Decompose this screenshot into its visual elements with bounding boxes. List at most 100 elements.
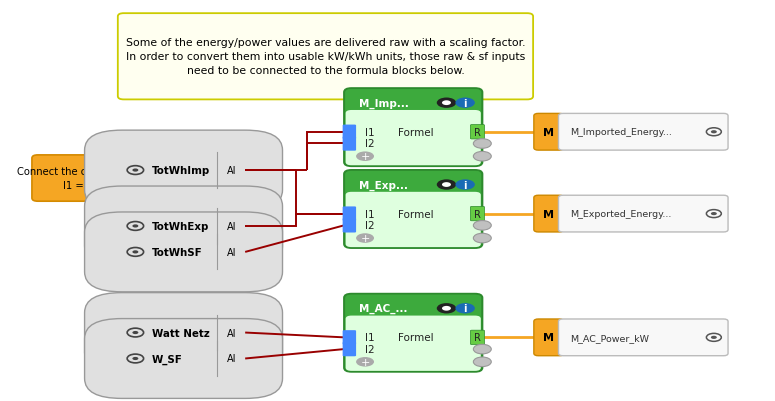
FancyBboxPatch shape bbox=[470, 330, 484, 345]
Text: i: i bbox=[463, 180, 467, 190]
Circle shape bbox=[356, 357, 374, 367]
Text: Connect the corresponding sensors,
I1 = RAW, I2 = SF: Connect the corresponding sensors, I1 = … bbox=[17, 166, 197, 191]
FancyBboxPatch shape bbox=[470, 125, 484, 140]
Circle shape bbox=[442, 101, 451, 106]
FancyBboxPatch shape bbox=[343, 207, 356, 221]
Circle shape bbox=[474, 140, 491, 149]
Text: I1: I1 bbox=[365, 209, 374, 219]
Text: R: R bbox=[474, 128, 481, 138]
Text: Formel: Formel bbox=[398, 128, 433, 138]
FancyBboxPatch shape bbox=[344, 294, 482, 372]
Text: M_Exported_Energy...: M_Exported_Energy... bbox=[570, 210, 672, 219]
Circle shape bbox=[456, 98, 475, 109]
FancyBboxPatch shape bbox=[353, 317, 474, 321]
Circle shape bbox=[442, 306, 451, 311]
FancyBboxPatch shape bbox=[346, 295, 480, 322]
Text: Watt Netz: Watt Netz bbox=[152, 328, 209, 338]
Circle shape bbox=[474, 152, 491, 162]
Text: M_Imp...: M_Imp... bbox=[359, 98, 409, 109]
Text: M: M bbox=[543, 209, 554, 219]
Text: AI: AI bbox=[227, 221, 236, 231]
FancyBboxPatch shape bbox=[346, 316, 480, 371]
FancyBboxPatch shape bbox=[343, 219, 356, 233]
FancyBboxPatch shape bbox=[343, 330, 356, 345]
FancyBboxPatch shape bbox=[559, 319, 728, 356]
Circle shape bbox=[437, 180, 456, 190]
Circle shape bbox=[474, 234, 491, 243]
FancyBboxPatch shape bbox=[353, 317, 474, 321]
Circle shape bbox=[711, 131, 717, 134]
FancyBboxPatch shape bbox=[84, 293, 283, 373]
Text: I1: I1 bbox=[365, 332, 374, 342]
FancyBboxPatch shape bbox=[84, 213, 283, 292]
FancyBboxPatch shape bbox=[118, 14, 533, 100]
Text: AI: AI bbox=[227, 328, 236, 338]
Circle shape bbox=[356, 152, 374, 162]
Circle shape bbox=[711, 336, 717, 339]
FancyBboxPatch shape bbox=[343, 342, 356, 356]
Text: I1: I1 bbox=[365, 128, 374, 138]
Circle shape bbox=[133, 169, 139, 172]
Circle shape bbox=[356, 234, 374, 243]
FancyBboxPatch shape bbox=[343, 125, 356, 140]
Circle shape bbox=[437, 303, 456, 314]
Text: W_SF: W_SF bbox=[152, 353, 183, 364]
FancyBboxPatch shape bbox=[84, 131, 283, 211]
FancyBboxPatch shape bbox=[353, 112, 474, 116]
Circle shape bbox=[133, 357, 139, 360]
FancyBboxPatch shape bbox=[343, 137, 356, 151]
FancyBboxPatch shape bbox=[353, 112, 474, 116]
Text: Some of the energy/power values are delivered raw with a scaling factor.
In orde: Some of the energy/power values are deli… bbox=[126, 38, 525, 76]
Text: AI: AI bbox=[227, 354, 236, 364]
Text: M_Exp...: M_Exp... bbox=[359, 180, 408, 190]
FancyBboxPatch shape bbox=[84, 319, 283, 399]
Text: R: R bbox=[474, 332, 481, 342]
Circle shape bbox=[474, 357, 491, 367]
Text: Formel: Formel bbox=[398, 332, 433, 342]
Text: I2: I2 bbox=[365, 221, 374, 231]
Circle shape bbox=[711, 213, 717, 216]
FancyBboxPatch shape bbox=[32, 156, 182, 202]
FancyBboxPatch shape bbox=[84, 186, 283, 266]
Text: AI: AI bbox=[227, 247, 236, 257]
Text: M_Imported_Energy...: M_Imported_Energy... bbox=[570, 128, 673, 137]
FancyBboxPatch shape bbox=[346, 111, 480, 166]
FancyBboxPatch shape bbox=[353, 194, 474, 198]
Circle shape bbox=[474, 344, 491, 354]
FancyBboxPatch shape bbox=[534, 319, 563, 356]
Text: M: M bbox=[543, 128, 554, 138]
FancyBboxPatch shape bbox=[344, 89, 482, 167]
FancyBboxPatch shape bbox=[470, 207, 484, 221]
Text: +: + bbox=[360, 357, 370, 367]
FancyBboxPatch shape bbox=[534, 196, 563, 232]
Text: R: R bbox=[474, 209, 481, 219]
Text: M: M bbox=[543, 332, 554, 342]
Text: +: + bbox=[360, 152, 370, 162]
Text: M_AC_...: M_AC_... bbox=[359, 304, 408, 314]
Text: M_AC_Power_kW: M_AC_Power_kW bbox=[570, 333, 649, 342]
Text: I2: I2 bbox=[365, 344, 374, 354]
Circle shape bbox=[456, 303, 475, 314]
FancyBboxPatch shape bbox=[346, 172, 480, 199]
Circle shape bbox=[456, 180, 475, 190]
FancyBboxPatch shape bbox=[346, 90, 480, 117]
Circle shape bbox=[442, 183, 451, 187]
Text: i: i bbox=[463, 304, 467, 314]
Text: TotWhImp: TotWhImp bbox=[152, 166, 210, 176]
Text: AI: AI bbox=[227, 166, 236, 176]
FancyBboxPatch shape bbox=[559, 114, 728, 151]
Text: I2: I2 bbox=[365, 139, 374, 149]
Circle shape bbox=[133, 225, 139, 228]
FancyBboxPatch shape bbox=[353, 194, 474, 198]
Circle shape bbox=[474, 221, 491, 231]
FancyBboxPatch shape bbox=[346, 192, 480, 247]
Text: TotWhExp: TotWhExp bbox=[152, 221, 209, 231]
Text: i: i bbox=[463, 98, 467, 108]
Text: Formel: Formel bbox=[398, 209, 433, 219]
Text: TotWhSF: TotWhSF bbox=[152, 247, 202, 257]
Text: +: + bbox=[360, 233, 370, 243]
Circle shape bbox=[437, 98, 456, 109]
FancyBboxPatch shape bbox=[344, 171, 482, 248]
Circle shape bbox=[133, 331, 139, 334]
Circle shape bbox=[133, 251, 139, 254]
